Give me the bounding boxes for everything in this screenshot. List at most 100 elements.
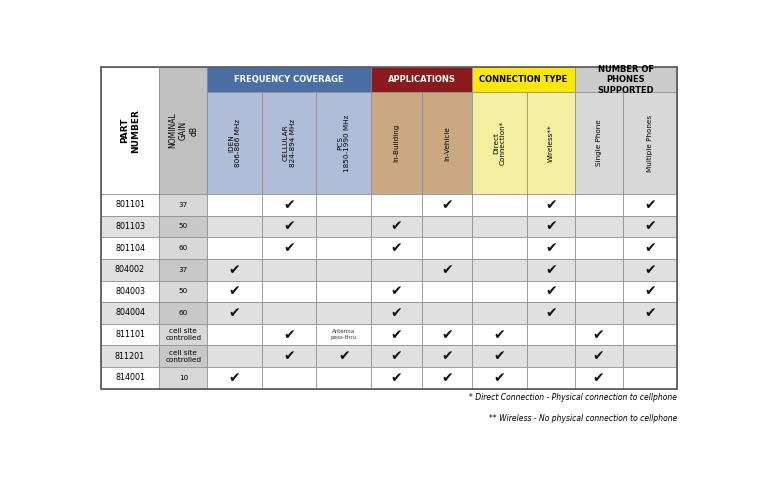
Text: 801103: 801103 — [115, 222, 145, 231]
Text: ✔: ✔ — [441, 263, 452, 277]
Bar — [575, 194, 622, 216]
Text: ✔: ✔ — [441, 371, 452, 385]
Text: 10: 10 — [178, 375, 188, 381]
Text: ✔: ✔ — [545, 306, 556, 320]
Bar — [101, 259, 159, 280]
Bar — [101, 302, 159, 324]
Bar — [371, 237, 421, 259]
Bar — [622, 216, 677, 237]
Bar — [262, 345, 317, 367]
Bar — [101, 67, 677, 389]
Bar — [262, 324, 317, 345]
Bar — [472, 67, 575, 92]
Text: ✔: ✔ — [441, 349, 452, 363]
Text: ✔: ✔ — [390, 241, 402, 255]
Text: ✔: ✔ — [283, 349, 295, 363]
Text: ✔: ✔ — [283, 328, 295, 341]
Text: ✔: ✔ — [390, 328, 402, 341]
Text: ✔: ✔ — [390, 306, 402, 320]
Bar — [317, 302, 371, 324]
Text: ✔: ✔ — [228, 371, 241, 385]
Bar — [262, 92, 317, 194]
Bar — [622, 367, 677, 389]
Text: 37: 37 — [178, 267, 188, 273]
Bar — [159, 302, 207, 324]
Bar — [575, 345, 622, 367]
Text: 37: 37 — [178, 202, 188, 208]
Text: CONNECTION TYPE: CONNECTION TYPE — [480, 75, 568, 84]
Bar — [317, 92, 371, 194]
Bar — [472, 367, 527, 389]
Text: 50: 50 — [178, 288, 188, 294]
Text: PCS
1850-1990 MHz: PCS 1850-1990 MHz — [337, 114, 350, 172]
Bar — [207, 302, 262, 324]
Bar — [371, 280, 421, 302]
Bar — [159, 67, 207, 194]
Text: ✔: ✔ — [644, 284, 656, 298]
Bar — [159, 194, 207, 216]
Text: 804004: 804004 — [115, 309, 145, 318]
Bar — [622, 92, 677, 194]
Text: 811101: 811101 — [115, 330, 145, 339]
Bar — [207, 237, 262, 259]
Text: iDEN
806-866 MHz: iDEN 806-866 MHz — [228, 119, 241, 167]
Text: ✔: ✔ — [441, 328, 452, 341]
Text: NOMINAL
GAIN
dB: NOMINAL GAIN dB — [168, 113, 198, 149]
Text: ✔: ✔ — [545, 198, 556, 212]
Text: ✔: ✔ — [593, 371, 604, 385]
Text: ✔: ✔ — [593, 349, 604, 363]
Bar — [472, 280, 527, 302]
Bar — [371, 324, 421, 345]
Text: NUMBER OF
PHONES
SUPPORTED: NUMBER OF PHONES SUPPORTED — [597, 65, 654, 94]
Bar — [207, 194, 262, 216]
Bar — [472, 324, 527, 345]
Text: ✔: ✔ — [390, 284, 402, 298]
Text: 801101: 801101 — [115, 200, 145, 209]
Bar — [575, 216, 622, 237]
Bar — [207, 216, 262, 237]
Bar — [527, 324, 575, 345]
Bar — [262, 280, 317, 302]
Bar — [575, 259, 622, 280]
Bar — [317, 237, 371, 259]
Text: ✔: ✔ — [228, 263, 241, 277]
Text: ✔: ✔ — [441, 198, 452, 212]
Text: cell site
controlled: cell site controlled — [165, 350, 201, 363]
Text: 60: 60 — [178, 245, 188, 251]
Bar — [207, 367, 262, 389]
Text: PART
NUMBER: PART NUMBER — [121, 109, 140, 153]
Text: APPLICATIONS: APPLICATIONS — [388, 75, 455, 84]
Text: ✔: ✔ — [545, 219, 556, 234]
Text: In-Building: In-Building — [393, 124, 399, 162]
Bar — [371, 92, 421, 194]
Text: Multiple Phones: Multiple Phones — [647, 114, 653, 171]
Bar — [101, 367, 159, 389]
Bar — [262, 194, 317, 216]
Bar — [101, 280, 159, 302]
Bar — [622, 259, 677, 280]
Bar — [159, 237, 207, 259]
Text: ✔: ✔ — [283, 198, 295, 212]
Bar — [421, 259, 472, 280]
Text: 804002: 804002 — [115, 265, 145, 274]
Text: ✔: ✔ — [644, 263, 656, 277]
Bar — [472, 302, 527, 324]
Bar — [371, 259, 421, 280]
Bar — [575, 367, 622, 389]
Text: Wireless**: Wireless** — [548, 124, 554, 162]
Bar — [159, 216, 207, 237]
Text: ✔: ✔ — [493, 328, 505, 341]
Bar — [207, 280, 262, 302]
Bar — [317, 324, 371, 345]
Text: ✔: ✔ — [283, 241, 295, 255]
Text: 801104: 801104 — [115, 244, 145, 252]
Bar — [527, 194, 575, 216]
Text: 811201: 811201 — [115, 352, 145, 361]
Bar — [371, 216, 421, 237]
Bar — [421, 367, 472, 389]
Bar — [262, 237, 317, 259]
Text: ✔: ✔ — [390, 371, 402, 385]
Bar — [472, 194, 527, 216]
Bar — [207, 259, 262, 280]
Bar — [421, 216, 472, 237]
